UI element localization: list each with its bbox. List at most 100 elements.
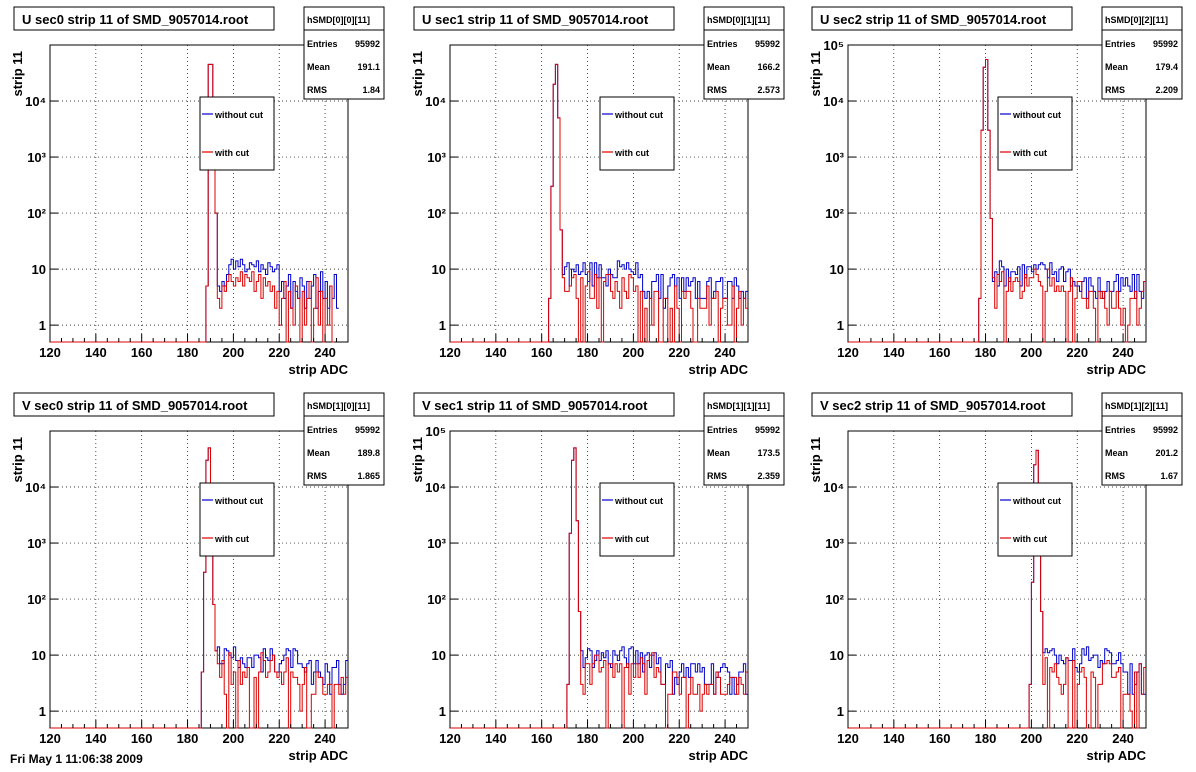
- y-tick-label: 10²: [825, 592, 844, 607]
- x-tick-label: 200: [1021, 731, 1043, 746]
- stats-name: hSMD[0][2][11]: [1105, 15, 1168, 25]
- histogram-title: V sec0 strip 11 of SMD_9057014.root: [22, 398, 248, 413]
- stats-value-mean: 191.1: [357, 62, 380, 72]
- histogram-panel-5: 120 140 160 180 200 220 24011010²10³10⁴10⁵stri…: [410, 392, 785, 763]
- x-axis-title: strip ADC: [1087, 748, 1147, 763]
- stats-value-entries: 95992: [355, 425, 380, 435]
- stats-label-rms: RMS: [307, 85, 327, 95]
- legend-label-with-cut: with cut: [614, 148, 649, 158]
- stats-value-entries: 95992: [755, 39, 780, 49]
- title-box: V sec0 strip 11 of SMD_9057014.root: [13, 392, 275, 417]
- plot-frame: [49, 430, 349, 729]
- title-frame: [811, 6, 1073, 31]
- x-tick-label: 120: [439, 345, 461, 360]
- y-axis-title: strip 11: [410, 51, 425, 97]
- y-tick-label: 10⁵: [425, 424, 446, 439]
- legend-label-without-cut: without cut: [614, 496, 663, 506]
- x-tick-label: 240: [1112, 731, 1134, 746]
- y-tick-label: 1: [439, 318, 446, 333]
- y-tick-label: 10³: [825, 150, 844, 165]
- stats-frame: [303, 6, 385, 100]
- stats-value-rms: 2.209: [1155, 85, 1178, 95]
- stats-value-rms: 2.359: [757, 471, 780, 481]
- x-tick-label: 200: [623, 345, 645, 360]
- x-tick-label: 220: [268, 345, 290, 360]
- y-axis-title: strip 11: [10, 51, 25, 97]
- series-line-with-cut: [848, 59, 1146, 343]
- stats-label-rms: RMS: [1105, 471, 1125, 481]
- stats-label-entries: Entries: [707, 425, 738, 435]
- stats-name: hSMD[1][1][11]: [707, 401, 770, 411]
- title-box: V sec2 strip 11 of SMD_9057014.root: [811, 392, 1073, 417]
- title-frame: [13, 392, 275, 417]
- x-tick-label: 200: [223, 345, 245, 360]
- legend-label-with-cut: with cut: [1012, 534, 1047, 544]
- stats-value-entries: 95992: [1153, 425, 1178, 435]
- stats-name: hSMD[0][0][11]: [307, 15, 370, 25]
- y-axis-title: strip 11: [10, 437, 25, 483]
- stats-label-mean: Mean: [707, 448, 730, 458]
- x-tick-label: 180: [975, 345, 997, 360]
- y-tick-label: 10⁴: [425, 94, 446, 109]
- stats-value-mean: 201.2: [1155, 448, 1178, 458]
- x-tick-label: 240: [714, 731, 736, 746]
- y-tick-label: 10: [830, 648, 844, 663]
- x-tick-label: 120: [837, 345, 859, 360]
- plot-frame: [49, 44, 349, 343]
- x-tick-label: 220: [268, 731, 290, 746]
- histogram-title: V sec2 strip 11 of SMD_9057014.root: [820, 398, 1046, 413]
- stats-label-mean: Mean: [707, 62, 730, 72]
- y-tick-label: 10: [830, 262, 844, 277]
- legend-label-without-cut: without cut: [214, 110, 263, 120]
- stats-name: hSMD[1][0][11]: [307, 401, 370, 411]
- x-tick-label: 220: [668, 731, 690, 746]
- y-axis-title: strip 11: [410, 437, 425, 483]
- y-tick-label: 10²: [27, 592, 46, 607]
- y-tick-label: 1: [837, 318, 844, 333]
- stats-frame: [703, 392, 785, 486]
- x-tick-label: 160: [531, 731, 553, 746]
- legend: without cut with cut: [997, 482, 1073, 557]
- y-tick-label: 10⁴: [823, 480, 844, 495]
- title-frame: [13, 6, 275, 31]
- stats-label-mean: Mean: [1105, 62, 1128, 72]
- stats-name: hSMD[1][2][11]: [1105, 401, 1168, 411]
- x-tick-label: 240: [714, 345, 736, 360]
- x-tick-label: 240: [314, 345, 336, 360]
- legend-frame: [997, 96, 1073, 171]
- stats-value-entries: 95992: [1153, 39, 1178, 49]
- legend-frame: [599, 482, 675, 557]
- x-tick-label: 220: [1066, 731, 1088, 746]
- stats-label-mean: Mean: [307, 62, 330, 72]
- x-tick-label: 240: [1112, 345, 1134, 360]
- legend-frame: [199, 96, 275, 171]
- y-tick-label: 1: [837, 704, 844, 719]
- x-axis-title: strip ADC: [1087, 362, 1147, 377]
- y-tick-label: 10⁵: [823, 38, 844, 53]
- legend: without cut with cut: [599, 96, 675, 171]
- x-tick-label: 140: [485, 731, 507, 746]
- histogram-panel-6: 120 140 160 180 200 220 240 1 10 10² 10³ 10⁴ strip A…: [808, 392, 1183, 763]
- stats-value-mean: 189.8: [357, 448, 380, 458]
- y-tick-label: 10: [32, 648, 46, 663]
- histogram-title: U sec0 strip 11 of SMD_9057014.root: [22, 12, 249, 27]
- x-tick-label: 160: [929, 345, 951, 360]
- stats-frame: [1101, 6, 1183, 100]
- x-axis-title: strip ADC: [689, 748, 749, 763]
- series-line-with-cut: [848, 449, 1146, 729]
- x-tick-label: 180: [577, 731, 599, 746]
- stats-box: hSMD[1][2][11] Entries 95992 Mean 201.2 RMS 1.…: [1101, 392, 1183, 486]
- legend-label-with-cut: with cut: [1012, 148, 1047, 158]
- x-tick-label: 160: [929, 731, 951, 746]
- stats-value-entries: 95992: [755, 425, 780, 435]
- x-tick-label: 140: [85, 345, 107, 360]
- histogram-panel-2: 120 140 160 180 200 220 240 1 10 10² 10³ 10⁴ strip A…: [410, 6, 785, 377]
- x-tick-label: 140: [485, 345, 507, 360]
- x-tick-label: 220: [668, 345, 690, 360]
- series-line-with-cut: [50, 447, 348, 729]
- legend-frame: [997, 482, 1073, 557]
- histogram-title: U sec2 strip 11 of SMD_9057014.root: [820, 12, 1047, 27]
- stats-box: hSMD[1][1][11] Entries 95992 Mean 173.5 RMS 2.…: [703, 392, 785, 486]
- histogram-panel-1: 120 140 160 180 200 220 240 1 10 10² 10³ 10⁴ strip A…: [10, 6, 385, 377]
